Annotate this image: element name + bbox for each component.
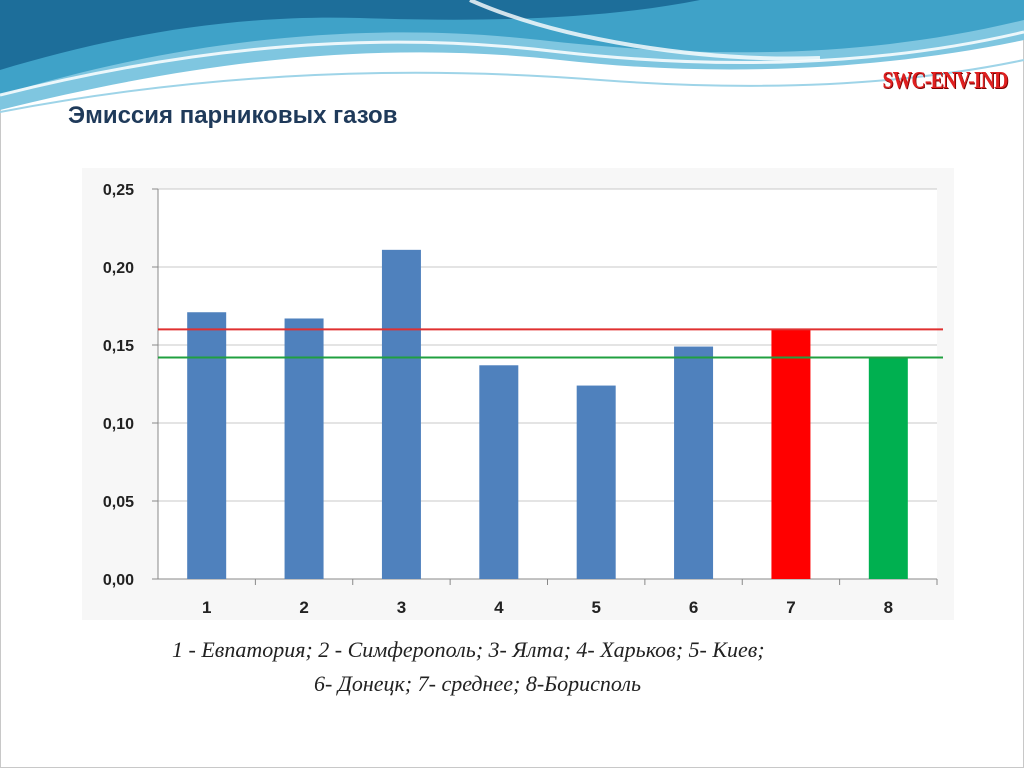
x-tick-label: 2 [299, 598, 308, 617]
slide-title: Эмиссия парниковых газов [68, 102, 398, 129]
x-tick-label: 4 [494, 598, 504, 617]
plot-area [158, 189, 937, 579]
x-tick-label: 8 [884, 598, 893, 617]
caption-line-2: 6- Донецк; 7- среднее; 8-Борисполь [314, 671, 641, 696]
y-tick-label: 0,15 [103, 338, 134, 355]
bar-2 [284, 318, 324, 579]
x-tick-label: 6 [689, 598, 698, 617]
bar-7 [771, 329, 811, 579]
y-tick-label: 0,25 [103, 182, 134, 199]
y-tick-label: 0,05 [103, 494, 134, 511]
bar-4 [479, 365, 519, 579]
x-tick-label: 7 [786, 598, 795, 617]
x-tick-label: 1 [202, 598, 211, 617]
logo: SWC-ENV-IND [882, 68, 1009, 94]
y-tick-label: 0,00 [103, 572, 134, 589]
wave-header-decoration [0, 0, 1024, 113]
x-tick-label: 3 [397, 598, 406, 617]
x-tick-label: 5 [591, 598, 600, 617]
bar-3 [381, 249, 421, 579]
bar-1 [187, 312, 227, 579]
bar-6 [674, 346, 714, 579]
bar-5 [576, 385, 616, 579]
bar-8 [868, 357, 908, 579]
chart-caption: 1 - Евпатория; 2 - Симферополь; 3- Ялта;… [172, 633, 932, 701]
y-tick-label: 0,20 [103, 260, 134, 277]
y-tick-label: 0,10 [103, 416, 134, 433]
caption-line-1: 1 - Евпатория; 2 - Симферополь; 3- Ялта;… [172, 637, 765, 662]
